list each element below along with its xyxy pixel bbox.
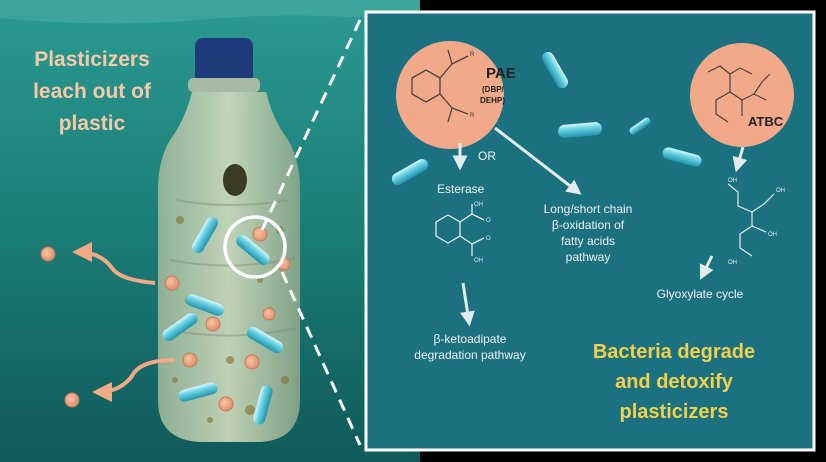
pae-atom-labels: R R [470, 52, 475, 119]
atbc-circle [690, 43, 794, 147]
plasticizer-particle [262, 307, 276, 321]
pae-structure [411, 49, 469, 123]
plasticizer-particle [182, 352, 198, 368]
citric-acid-atom-labels: OH OH OH OH [728, 178, 785, 266]
conclusion-line-1: Bacteria degrade [593, 341, 755, 363]
plasticizer-particle [64, 392, 80, 408]
left-heading-line-2: leach out of [33, 80, 152, 103]
phthalic-acid-structure [435, 204, 485, 256]
right-panel: R R PAE (DBP/ DEHP) ATBC OR Esterase [364, 10, 816, 452]
bottle-cap [195, 38, 253, 84]
pae-to-beta-oxidation-arrow [494, 126, 582, 195]
citrate-to-glyoxylate-arrow [699, 255, 714, 281]
glyoxylate-label: Glyoxylate cycle [657, 287, 744, 301]
oh-label: OH [474, 202, 483, 208]
beta-oxidation-text: Long/short chain β-oxidation of fatty ac… [544, 202, 633, 264]
oh-label: OH [728, 260, 737, 266]
beta-oxidation-line-2: β-oxidation of [552, 218, 625, 232]
pae-sub-line-2: DEHP) [480, 96, 505, 105]
phthalate-to-ketoadipate-arrow [459, 282, 475, 327]
plasticizer-particle [218, 396, 234, 412]
atbc-to-citrate-arrow [732, 146, 748, 173]
conclusion-line-2: and detoxify [615, 371, 734, 393]
or-label: OR [478, 149, 496, 163]
plasticizer-particle [164, 275, 180, 291]
left-heading: Plasticizers leach out of plastic [33, 48, 152, 135]
ketoadipate-line-1: β-ketoadipate [434, 332, 507, 346]
plasticizer-particle [244, 354, 260, 370]
pae-circle [396, 41, 504, 149]
oh-label: OH [474, 258, 483, 264]
pae-sub-line-1: (DBP/ [482, 85, 505, 94]
leach-arrow [72, 242, 156, 285]
beta-oxidation-line-4: pathway [566, 250, 611, 264]
pae-r-label: R [470, 52, 475, 58]
zoom-line [280, 271, 362, 446]
bottle-neck-ring [188, 78, 260, 92]
pae-r-label: R [470, 113, 475, 119]
oh-label: OH [728, 178, 737, 184]
oh-label: OH [776, 188, 785, 194]
leach-arrow [92, 358, 176, 402]
zoom-circle [223, 215, 287, 279]
phthalic-acid-atom-labels: OH O O OH [474, 202, 491, 264]
esterase-label: Esterase [437, 182, 485, 196]
debris [223, 164, 247, 196]
left-panel: Plasticizers leach out of plastic [0, 0, 420, 462]
left-heading-line-1: Plasticizers [34, 48, 150, 71]
ketoadipate-line-2: degradation pathway [414, 348, 525, 362]
citric-acid-structure [727, 183, 775, 257]
plasticizer-particle [40, 246, 56, 262]
left-heading-line-3: plastic [59, 112, 126, 135]
o-label: O [486, 236, 491, 242]
water-surface [0, 0, 420, 24]
atbc-label: ATBC [748, 114, 784, 129]
ketoadipate-text: β-ketoadipate degradation pathway [414, 332, 525, 362]
plasticizer-particle [205, 316, 221, 332]
atbc-structure [707, 65, 771, 123]
beta-oxidation-line-1: Long/short chain [544, 202, 633, 216]
o-label: O [486, 218, 491, 224]
oh-label: OH [768, 232, 777, 238]
conclusion-line-3: plasticizers [620, 401, 729, 423]
conclusion-text: Bacteria degrade and detoxify plasticize… [593, 341, 755, 423]
beta-oxidation-line-3: fatty acids [561, 234, 615, 248]
pae-label: PAE [486, 65, 516, 82]
plasticizer-particle [252, 226, 268, 242]
